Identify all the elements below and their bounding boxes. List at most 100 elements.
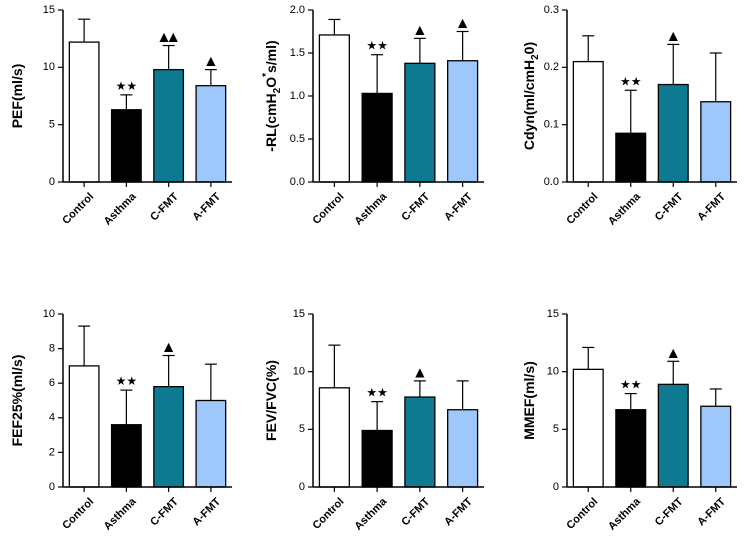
significance-mark: ▲ bbox=[669, 345, 679, 359]
bar-c-fmt bbox=[657, 383, 689, 488]
chart-panel-4: Control ★★ Asthma ▲ C-FMT A-FMT 0 2 4 6 8 10 FEF25%(… bbox=[9, 308, 232, 533]
category-label: Control bbox=[60, 496, 96, 532]
bar-control bbox=[318, 387, 350, 488]
category-label: A-FMT bbox=[442, 496, 475, 529]
bar-a-fmt bbox=[195, 85, 227, 183]
y-tick-label: 8 bbox=[49, 343, 55, 355]
significance-mark: ★★ bbox=[366, 39, 388, 53]
category-label: Control bbox=[310, 496, 346, 532]
category-label: Control bbox=[60, 191, 96, 227]
bar-asthma bbox=[110, 424, 142, 488]
bar-a-fmt bbox=[700, 101, 732, 183]
bar-control bbox=[68, 41, 100, 183]
bar-asthma bbox=[361, 429, 393, 488]
bar-a-fmt bbox=[195, 399, 227, 488]
bar-c-fmt bbox=[657, 83, 689, 183]
y-axis-label: -RL(cmH2O*s/ml) bbox=[261, 40, 283, 151]
y-tick-label: 0 bbox=[49, 481, 55, 493]
y-tick-label: 0 bbox=[299, 481, 305, 493]
bar-control bbox=[572, 60, 604, 183]
y-tick-label: 0.0 bbox=[290, 176, 305, 188]
bar-asthma bbox=[361, 92, 393, 183]
y-tick-label: 2 bbox=[49, 446, 55, 458]
y-tick-label: 0.5 bbox=[290, 133, 305, 145]
y-tick-label: 0 bbox=[49, 176, 55, 188]
bar-asthma bbox=[110, 109, 142, 183]
chart-panel-5: Control ★★ Asthma ▲ C-FMT A-FMT 0 5 10 15 FEV/FVC(… bbox=[263, 308, 484, 533]
bar-control bbox=[572, 368, 604, 488]
category-label: C-FMT bbox=[653, 191, 686, 224]
category-label: Asthma bbox=[606, 190, 644, 228]
category-label: Asthma bbox=[606, 495, 644, 533]
category-label: C-FMT bbox=[148, 496, 181, 529]
y-tick-label: 15 bbox=[293, 308, 305, 320]
y-tick-label: 0.2 bbox=[544, 61, 559, 73]
significance-mark: ▲ bbox=[415, 22, 425, 36]
significance-mark: ▲▲ bbox=[159, 30, 178, 44]
significance-mark: ★★ bbox=[366, 386, 388, 400]
chart-panel-6: Control ★★ Asthma ▲ C-FMT A-FMT 0 5 10 15 MMEF(ml/… bbox=[521, 308, 737, 533]
y-tick-label: 0.1 bbox=[544, 119, 559, 131]
category-label: C-FMT bbox=[653, 496, 686, 529]
y-tick-label: 10 bbox=[293, 366, 305, 378]
significance-mark: ★★ bbox=[116, 79, 138, 93]
significance-mark: ▲ bbox=[415, 365, 425, 379]
chart-panel-2: Control ★★ Asthma ▲ C-FMT ▲ A-FMT 0.0 0.5 1.0 1.5 2… bbox=[261, 4, 484, 228]
significance-mark: ▲ bbox=[206, 54, 216, 68]
category-label: C-FMT bbox=[148, 191, 181, 224]
y-tick-label: 10 bbox=[43, 61, 55, 73]
category-label: C-FMT bbox=[399, 191, 432, 224]
category-label: A-FMT bbox=[190, 191, 223, 224]
y-tick-label: 0.3 bbox=[544, 4, 559, 16]
y-tick-label: 5 bbox=[299, 423, 305, 435]
bar-c-fmt bbox=[153, 386, 185, 488]
bar-c-fmt bbox=[404, 396, 436, 488]
y-tick-label: 2.0 bbox=[290, 4, 305, 16]
category-label: Control bbox=[564, 496, 600, 532]
significance-mark: ★★ bbox=[620, 74, 642, 88]
y-tick-label: 15 bbox=[43, 4, 55, 16]
bar-c-fmt bbox=[153, 68, 185, 183]
y-tick-label: 0.0 bbox=[544, 176, 559, 188]
significance-mark: ▲ bbox=[669, 28, 679, 42]
y-tick-label: 1.0 bbox=[290, 90, 305, 102]
bar-control bbox=[318, 34, 350, 183]
y-axis-label: PEF(ml/s) bbox=[9, 64, 25, 129]
category-label: C-FMT bbox=[399, 496, 432, 529]
significance-mark: ▲ bbox=[164, 340, 174, 354]
chart-panel-1: Control ★★ Asthma ▲▲ C-FMT ▲ A-FMT 0 5 10 15 PEF(ml… bbox=[9, 4, 232, 228]
y-tick-label: 15 bbox=[547, 308, 559, 320]
category-label: Asthma bbox=[102, 495, 140, 533]
y-tick-label: 10 bbox=[43, 308, 55, 320]
bar-control bbox=[68, 365, 100, 488]
y-tick-label: 4 bbox=[49, 412, 55, 424]
bar-asthma bbox=[615, 132, 647, 183]
category-label: A-FMT bbox=[695, 191, 728, 224]
y-tick-label: 5 bbox=[49, 119, 55, 131]
bar-c-fmt bbox=[404, 62, 436, 183]
y-axis-label: Cdyn(ml/cmH20) bbox=[521, 42, 541, 150]
significance-mark: ▲ bbox=[458, 16, 468, 30]
category-label: A-FMT bbox=[190, 496, 223, 529]
y-axis-label: FEF25%(ml/s) bbox=[9, 355, 25, 447]
bar-a-fmt bbox=[447, 409, 479, 488]
chart-panel-3: Control ★★ Asthma ▲ C-FMT A-FMT 0.0 0.1 0.2 0.3 Cd… bbox=[521, 4, 737, 228]
category-label: Control bbox=[310, 191, 346, 227]
category-label: Asthma bbox=[352, 190, 390, 228]
category-label: Asthma bbox=[102, 190, 140, 228]
significance-mark: ★★ bbox=[116, 374, 138, 388]
bar-a-fmt bbox=[700, 405, 732, 488]
significance-mark: ★★ bbox=[620, 378, 642, 392]
bar-a-fmt bbox=[447, 60, 479, 183]
category-label: A-FMT bbox=[695, 496, 728, 529]
y-tick-label: 6 bbox=[49, 377, 55, 389]
category-label: Control bbox=[564, 191, 600, 227]
category-label: A-FMT bbox=[442, 191, 475, 224]
y-axis-label: MMEF(ml/s) bbox=[521, 361, 537, 440]
y-tick-label: 1.5 bbox=[290, 47, 305, 59]
bar-asthma bbox=[615, 409, 647, 488]
y-tick-label: 5 bbox=[553, 423, 559, 435]
category-label: Asthma bbox=[352, 495, 390, 533]
y-axis-label: FEV/FVC(%) bbox=[263, 360, 279, 441]
